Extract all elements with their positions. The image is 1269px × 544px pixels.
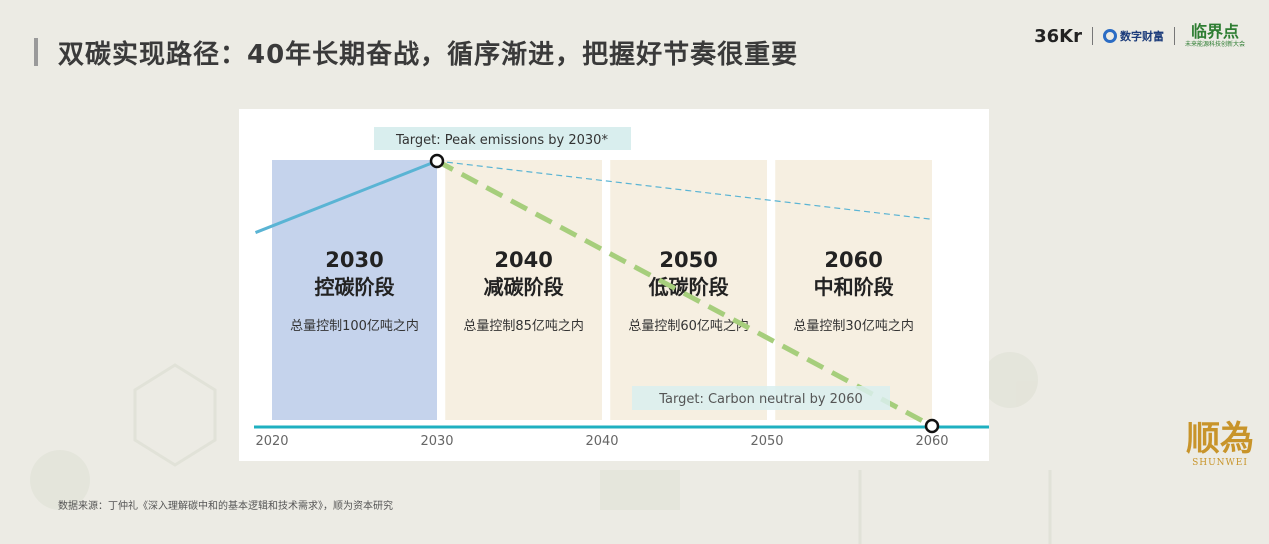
phase-year: 2060: [824, 248, 882, 272]
logo-shuzi-text: 数字财富: [1119, 30, 1164, 43]
x-tick-label: 2060: [915, 434, 948, 449]
phase-name: 减碳阶段: [484, 275, 564, 299]
milestone-marker: [924, 418, 940, 434]
phase-panel: [610, 160, 767, 420]
x-tick-label: 2020: [255, 434, 288, 449]
phase-note: 总量控制100亿吨之内: [290, 318, 419, 334]
phase-name: 中和阶段: [814, 275, 894, 299]
phase-note: 总量控制85亿吨之内: [463, 318, 584, 334]
logo-separator: [1091, 27, 1093, 45]
series-line-solid: [254, 159, 438, 234]
title-accent-bar: [34, 38, 38, 66]
peak-label: Target: Peak emissions by 2030*: [395, 133, 608, 148]
logo-lin-sub: 未来能源科技创新大会: [1184, 41, 1245, 48]
logo-shuzi: 数字财富: [1102, 28, 1164, 44]
phase-name: 控碳阶段: [315, 275, 395, 299]
x-tick-label: 2050: [750, 434, 783, 449]
page-title: 双碳实现路径：40年长期奋战，循序渐进，把握好节奏很重要: [58, 40, 799, 70]
source-note: 数据来源：丁仲礼《深入理解碳中和的基本逻辑和技术需求》，顺为资本研究: [58, 501, 393, 512]
logo-linjiedian: 临界点 未来能源科技创新大会: [1185, 24, 1245, 48]
phase-note: 总量控制60亿吨之内: [628, 318, 749, 334]
logo-separator: [1173, 27, 1175, 45]
brand-mark: 顺為: [1186, 419, 1254, 459]
chart-card: 2030 控碳阶段总量控制100亿吨之内 2040 减碳阶段总量控制85亿吨之内 205…: [239, 109, 989, 461]
series-line-dashed-thick: [435, 158, 934, 429]
x-tick-label: 2040: [585, 434, 618, 449]
sponsor-logos: 36Kr 数字财富 临界点 未来能源科技创新大会: [1034, 20, 1245, 52]
phase-year: 2030: [325, 248, 383, 272]
logo-lin-main: 临界点: [1190, 22, 1239, 41]
brand-logo: 顺為 SHUNWEI: [1185, 420, 1255, 535]
phase-note: 总量控制30亿吨之内: [793, 318, 914, 334]
brand-name: SHUNWEI: [1192, 458, 1248, 468]
phase-year: 2050: [659, 248, 717, 272]
series-line-dashed-thin: [436, 160, 933, 220]
logo-36kr: 36Kr: [1034, 25, 1082, 47]
peak-label-bg: [374, 127, 631, 150]
phase-panel: [272, 160, 437, 420]
phase-panel: [775, 160, 932, 420]
neutral-label: Target: Carbon neutral by 2060: [658, 392, 863, 407]
neutral-label-bg: [632, 386, 890, 410]
milestone-marker: [429, 153, 445, 169]
x-tick-label: 2030: [420, 434, 453, 449]
phase-year: 2040: [494, 248, 552, 272]
phase-panel: [445, 160, 602, 420]
logo-ring-icon: [1102, 29, 1117, 43]
